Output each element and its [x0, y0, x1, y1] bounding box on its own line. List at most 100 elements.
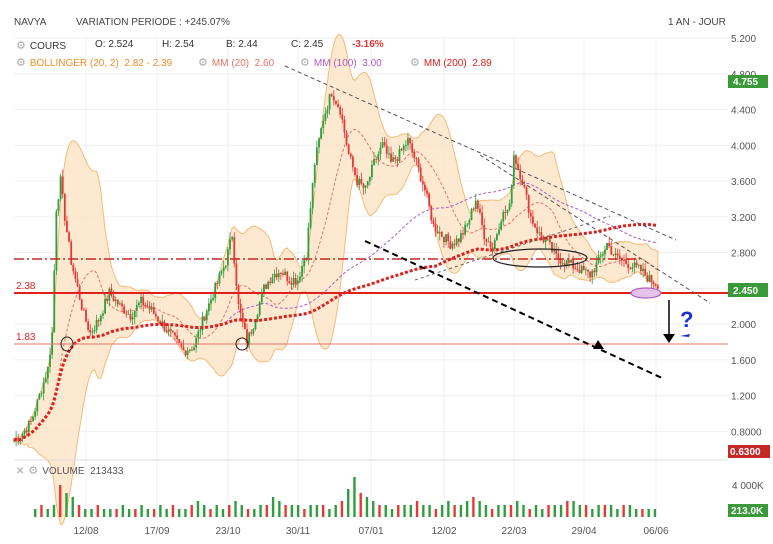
- volume-bar: [447, 501, 450, 517]
- candle-body: [271, 277, 274, 284]
- candle-body: [114, 299, 117, 301]
- candle-body: [108, 288, 111, 301]
- volume-legend: ✕ ⚙ VOLUME 213433: [16, 464, 123, 477]
- volume-bar: [271, 497, 275, 517]
- candle-body: [248, 332, 251, 345]
- badge-volume: [728, 504, 768, 517]
- candle-body: [426, 190, 428, 194]
- candle-body: [438, 232, 441, 234]
- candle-body: [610, 246, 613, 255]
- candle-body: [568, 260, 570, 263]
- volume-bar: [203, 505, 206, 517]
- variation-periode: VARIATION PERIODE : +245.07%: [76, 17, 230, 28]
- candle-body: [479, 208, 481, 213]
- ellipse-consolidation: [492, 248, 588, 268]
- gear-icon[interactable]: ⚙: [16, 57, 26, 69]
- candle-body: [131, 317, 134, 320]
- candle-body: [152, 307, 155, 314]
- candle-body: [246, 329, 248, 345]
- volume-bar: [315, 505, 319, 517]
- gear-icon[interactable]: ⚙: [28, 465, 39, 477]
- candle-body: [252, 329, 255, 334]
- candle-body: [345, 132, 348, 145]
- volume-bar: [641, 509, 644, 517]
- volume-bar: [284, 505, 287, 517]
- candle-body: [320, 128, 323, 139]
- candle-body: [229, 239, 231, 250]
- volume-bar: [221, 509, 225, 517]
- gear-icon[interactable]: ⚙: [198, 57, 208, 69]
- candle-body: [375, 159, 378, 160]
- candle-body: [222, 267, 225, 272]
- volume-bar: [453, 505, 456, 517]
- level-label-238: 2.38: [16, 281, 36, 292]
- y-tick-label: 4.000: [731, 141, 756, 152]
- candle-body: [138, 302, 140, 306]
- close-icon[interactable]: ✕: [16, 466, 25, 477]
- period-selector[interactable]: 1 AN - JOUR: [668, 17, 726, 28]
- volume-bar: [102, 509, 106, 517]
- candle-body: [504, 211, 507, 213]
- candle-body: [294, 278, 297, 284]
- candle-body: [237, 286, 240, 304]
- candle-body: [417, 159, 420, 168]
- candle-body: [532, 216, 534, 224]
- candle-body: [324, 113, 327, 121]
- candle-body: [525, 187, 528, 196]
- candle-body: [250, 332, 253, 334]
- candle-body: [443, 236, 445, 243]
- candle-body: [155, 313, 157, 317]
- volume-bar: [171, 505, 175, 517]
- candle-body: [275, 273, 278, 278]
- ticker: NAVYA: [14, 17, 47, 28]
- low-value: B: 2.44: [226, 39, 258, 50]
- candle-body: [432, 220, 435, 224]
- candle-body: [59, 176, 62, 200]
- circle-marker-1: [60, 336, 74, 352]
- volume-bar: [359, 493, 362, 517]
- close-value: C: 2.45: [291, 39, 324, 50]
- gear-icon[interactable]: ⚙: [410, 57, 420, 69]
- volume-bar: [259, 505, 262, 517]
- volume-bar: [484, 505, 488, 517]
- candle-body: [57, 199, 60, 212]
- candle-body: [379, 147, 382, 155]
- candle-body: [650, 275, 653, 283]
- mm100-label: MM (100): [313, 58, 357, 69]
- change-value: -3.16%: [352, 39, 384, 50]
- candle-body: [472, 208, 475, 210]
- candle-body: [195, 338, 198, 348]
- candle-body: [584, 269, 587, 271]
- badge-volume-text: 213.0K: [731, 506, 764, 517]
- candle-body: [30, 421, 32, 422]
- gear-icon[interactable]: ⚙: [16, 40, 26, 52]
- candle-body: [591, 270, 594, 278]
- candle-body: [49, 354, 51, 367]
- candle-body: [127, 313, 130, 315]
- volume-bar: [509, 505, 513, 517]
- candle-body: [207, 303, 210, 312]
- candle-body: [623, 260, 625, 261]
- candle-body: [449, 241, 452, 249]
- candle-body: [290, 282, 293, 285]
- candle-body: [231, 237, 234, 240]
- candle-body: [551, 242, 553, 252]
- volume-bar: [541, 509, 544, 517]
- candle-body: [341, 114, 344, 120]
- candle-body: [464, 224, 467, 235]
- candle-body: [63, 193, 66, 221]
- volume-bar: [59, 485, 62, 517]
- candle-body: [159, 321, 162, 325]
- candle-body: [307, 227, 310, 258]
- candle-body: [381, 142, 384, 148]
- candle-body: [517, 163, 519, 169]
- candle-body: [42, 382, 45, 394]
- volume-bar: [628, 505, 632, 517]
- gear-icon[interactable]: ⚙: [300, 57, 310, 69]
- candle-body: [17, 438, 20, 442]
- candle-body: [570, 259, 572, 263]
- candle-body: [371, 164, 373, 178]
- candle-body: [233, 237, 236, 264]
- candle-body: [343, 119, 346, 133]
